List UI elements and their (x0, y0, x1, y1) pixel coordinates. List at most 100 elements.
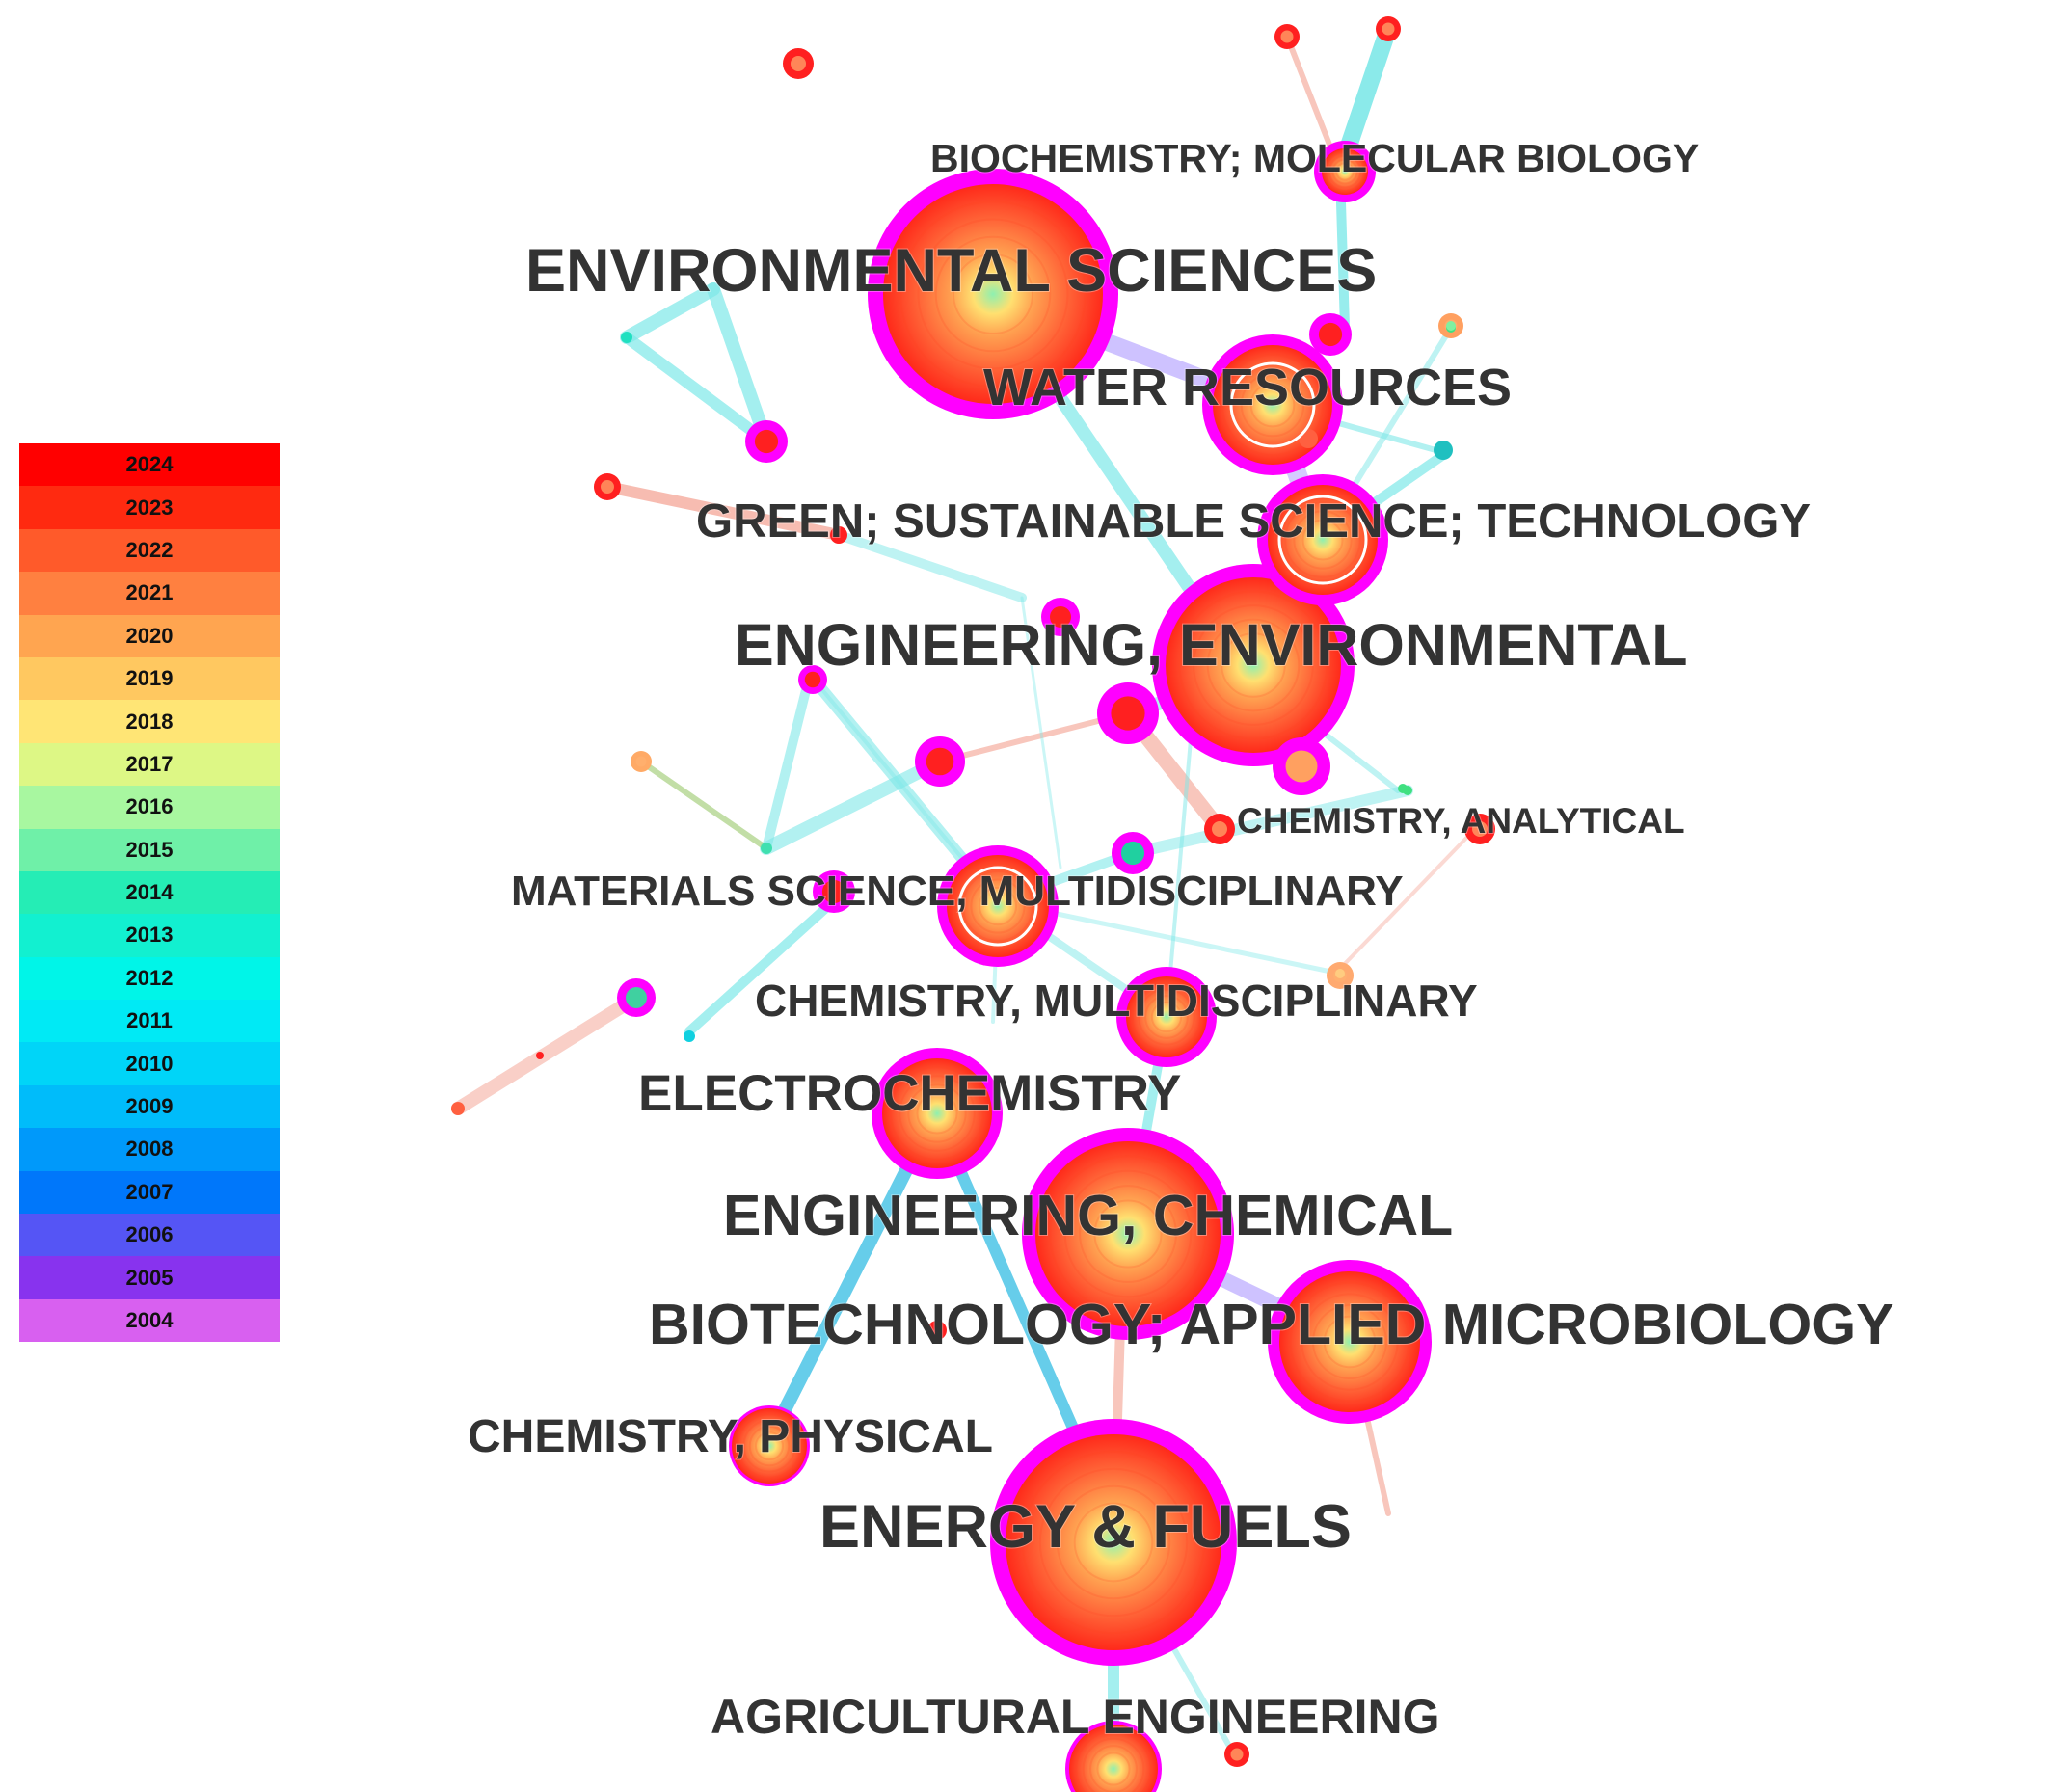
small-node-4 (1309, 313, 1352, 356)
node-engineering-environmental-ring-2 (1193, 604, 1314, 726)
legend-row-2008: 2008 (19, 1128, 280, 1171)
node-energy-fuels-ring-2 (1038, 1467, 1189, 1618)
small-node-2-center (1280, 30, 1294, 43)
label-engineering-environmental: ENGINEERING, ENVIRONMENTAL (735, 612, 1687, 678)
node-chemistry-physical-ring-3 (748, 1425, 791, 1467)
small-node-12-core (926, 747, 954, 776)
legend-year-label: 2006 (125, 1222, 174, 1247)
edge-22 (937, 710, 1131, 764)
small-node-25-core (451, 1102, 465, 1115)
small-node-17 (1112, 832, 1154, 874)
label-biotechnology-applied-microbiology: BIOTECHNOLOGY; APPLIED MICROBIOLOGY (649, 1293, 1893, 1356)
small-node-22-core (626, 987, 647, 1008)
node-biotechnology-applied-microbiology-ring-4 (1323, 1315, 1377, 1369)
edge-29 (684, 892, 844, 1036)
small-node-8-core (830, 526, 847, 544)
legend-row-2023: 2023 (19, 486, 280, 529)
node-engineering-environmental-ring-4 (1221, 632, 1286, 698)
node-water-resources-ring-1 (1221, 353, 1325, 457)
label-chemistry-multidisciplinary: CHEMISTRY, MULTIDISCIPLINARY (755, 976, 1478, 1026)
small-node-6-core (754, 429, 779, 454)
small-node-24-core (536, 1052, 544, 1059)
node-chemistry-multidisciplinary-ring-2 (1138, 988, 1195, 1046)
edge-17 (602, 481, 845, 541)
edge-42 (1020, 596, 1062, 869)
node-engineering-environmental (1152, 564, 1355, 766)
node-environmental-sciences-ring-4 (952, 253, 1034, 335)
node-materials-science-core (947, 855, 1049, 957)
legend-row-2005: 2005 (19, 1256, 280, 1299)
node-engineering-chemical-core (1035, 1141, 1221, 1326)
legend-row-2012: 2012 (19, 956, 280, 1001)
small-node-23 (684, 1030, 695, 1042)
legend-row-2015: 2015 (19, 828, 280, 871)
legend-row-2009: 2009 (19, 1084, 280, 1129)
small-node-31-center (1230, 1748, 1244, 1761)
node-biochemistry-molecular-biology-core (1322, 148, 1368, 195)
small-node-28 (1299, 429, 1318, 448)
legend-year-label: 2019 (125, 666, 174, 691)
small-node-2 (1274, 24, 1300, 49)
node-agricultural-engineering-ring-1 (1075, 1730, 1152, 1792)
node-engineering-chemical (1022, 1128, 1234, 1340)
edge-20 (762, 670, 815, 853)
label-energy-fuels: ENERGY & FUELS (819, 1493, 1352, 1561)
small-node-13 (631, 751, 652, 772)
legend-year-label: 2024 (125, 452, 174, 477)
legend-year-label: 2023 (125, 495, 174, 520)
node-biotechnology-applied-microbiology-core (1279, 1271, 1420, 1412)
small-node-13-center (635, 756, 647, 767)
node-water-resources-ring-3 (1240, 372, 1305, 438)
label-chemistry-physical: CHEMISTRY, PHYSICAL (468, 1411, 993, 1462)
node-engineering-chemical-ring-4 (1093, 1199, 1163, 1269)
small-node-28-core (1299, 429, 1318, 448)
edge-41 (1333, 827, 1477, 976)
legend-row-2013: 2013 (19, 914, 280, 957)
legend-row-2014: 2014 (19, 870, 280, 915)
label-environmental-sciences: ENVIRONMENTAL SCIENCES (525, 237, 1377, 305)
small-node-19 (1464, 814, 1495, 844)
node-chemistry-multidisciplinary-core (1126, 976, 1207, 1057)
year-color-legend: 2024 2023 2022 2021 2020 2019 2018 2017 … (19, 443, 280, 1343)
legend-row-2006: 2006 (19, 1214, 280, 1257)
label-agricultural-engineering: AGRICULTURAL ENGINEERING (711, 1690, 1440, 1744)
legend-row-2010: 2010 (19, 1042, 280, 1085)
burst-ring-1 (1229, 361, 1316, 448)
node-green-sustainable-science-ring-2 (1284, 501, 1361, 578)
small-node-25 (451, 1102, 465, 1115)
legend-year-label: 2022 (125, 537, 174, 562)
node-chemistry-physical-ring-2 (742, 1419, 796, 1473)
node-green-sustainable-science-core (1268, 485, 1378, 595)
node-materials-science-ring-2 (961, 869, 1034, 943)
small-node-11 (798, 665, 827, 694)
small-node-27 (1434, 441, 1453, 460)
small-node-10 (1097, 682, 1159, 744)
node-biochemistry-molecular-biology-ring-2 (1328, 154, 1362, 189)
nodes-layer (451, 16, 1495, 1792)
edge-30 (451, 991, 643, 1115)
small-node-3 (1376, 16, 1401, 41)
small-node-10-core (1111, 696, 1145, 731)
legend-row-2004: 2004 (19, 1298, 280, 1343)
node-materials-science-ring-1 (953, 862, 1042, 950)
small-node-8 (830, 526, 847, 544)
node-biochemistry-molecular-biology-ring-3 (1331, 158, 1358, 185)
edge-18 (834, 530, 1027, 602)
label-chemistry-analytical: CHEMISTRY, ANALYTICAL (1237, 801, 1685, 841)
small-node-30 (927, 1321, 947, 1340)
legend-row-2017: 2017 (19, 742, 280, 787)
node-environmental-sciences-ring-3 (934, 235, 1052, 353)
node-biotechnology-applied-microbiology-ring-3 (1312, 1304, 1387, 1379)
legend-year-label: 2010 (125, 1051, 174, 1076)
node-biotechnology-applied-microbiology-ring-1 (1289, 1281, 1410, 1403)
small-node-1 (783, 48, 814, 79)
node-chemistry-physical-ring-4 (754, 1431, 785, 1461)
legend-year-label: 2008 (125, 1137, 174, 1162)
label-materials-science-multidisciplinary: MATERIALS SCIENCE, MULTIDISCIPLINARY (511, 868, 1404, 915)
node-environmental-sciences-ring-1 (899, 201, 1087, 388)
small-node-33 (1398, 784, 1408, 793)
small-node-34-core (1335, 969, 1345, 978)
small-node-16 (1204, 814, 1235, 844)
node-engineering-environmental-ring-1 (1178, 590, 1328, 740)
